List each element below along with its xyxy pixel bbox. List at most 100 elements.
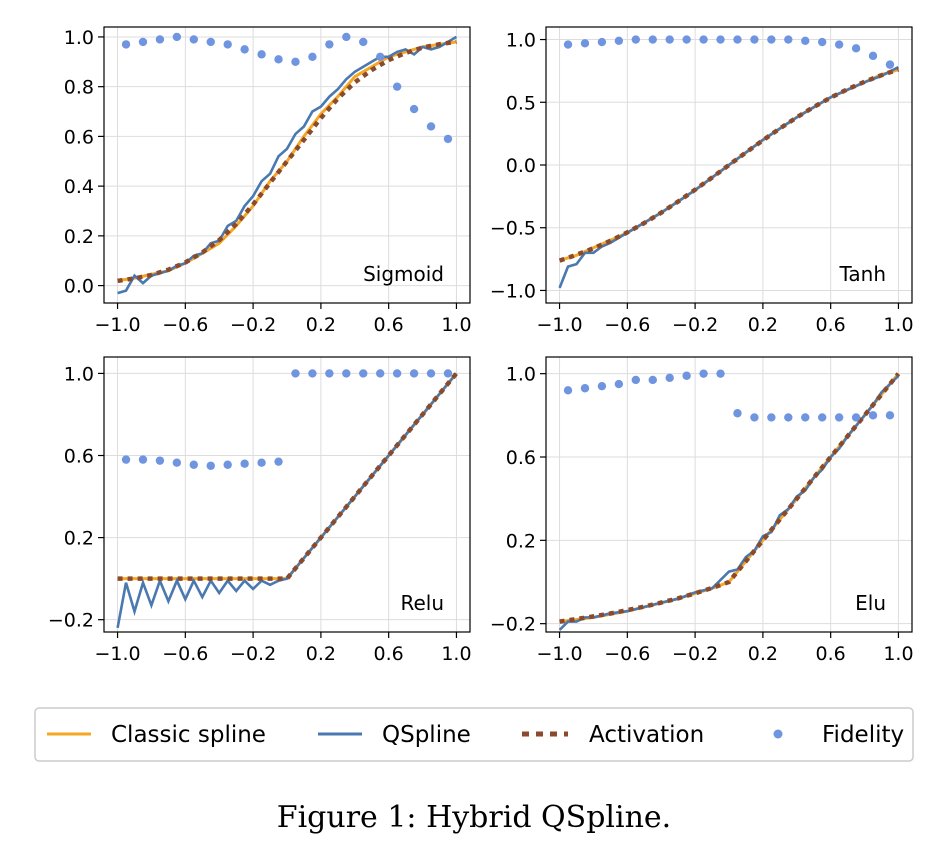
fidelity-point — [375, 369, 385, 378]
activation-line — [117, 371, 459, 581]
y-tick-label: 0.6 — [506, 447, 536, 469]
activation-line — [559, 372, 901, 624]
fidelity-point — [851, 44, 861, 53]
legend: Classic spline QSpline Activation Fidelity — [34, 707, 914, 762]
plot-area — [558, 35, 900, 289]
fidelity-point — [325, 40, 334, 49]
legend-label: Activation — [589, 722, 704, 748]
fidelity-point — [614, 36, 624, 45]
fidelity-point — [682, 371, 691, 380]
fidelity-point — [443, 369, 453, 378]
legend-label: Classic spline — [111, 722, 266, 748]
fidelity-point — [665, 373, 674, 383]
fidelity-point — [342, 32, 351, 42]
fidelity-point — [580, 384, 590, 393]
fidelity-point — [240, 45, 249, 54]
fidelity-point — [223, 460, 232, 469]
legend-label: QSpline — [382, 722, 471, 748]
y-tick-label: −0.5 — [490, 218, 536, 240]
fidelity-point — [359, 369, 368, 378]
y-tick-label: 0.8 — [64, 77, 94, 99]
fidelity-point — [257, 458, 266, 467]
x-tick-label: 0.6 — [374, 314, 404, 336]
x-tick-label: 0.2 — [748, 643, 778, 665]
fidelity-point — [784, 35, 793, 44]
x-tick-label: −0.2 — [672, 314, 718, 336]
fidelity-point — [750, 413, 759, 422]
y-tick-label: 1.0 — [506, 364, 536, 386]
fidelity-point — [189, 35, 199, 44]
fidelity-point — [392, 82, 402, 91]
fidelity-point — [784, 413, 793, 422]
axes-frame — [545, 356, 913, 633]
figure-caption: Figure 1: Hybrid QSpline. — [276, 800, 672, 835]
fidelity-point — [767, 413, 776, 422]
y-tick-label: 1.0 — [506, 30, 536, 52]
fidelity-point — [597, 37, 607, 47]
fidelity-point — [750, 35, 759, 44]
fidelity-point — [885, 60, 895, 69]
y-tick-label: −0.2 — [48, 610, 94, 632]
x-tick-label: −1.0 — [94, 643, 140, 665]
fidelity-point — [631, 375, 641, 385]
panel-label: Relu — [400, 591, 444, 615]
fidelity-point — [155, 456, 165, 465]
fidelity-point — [206, 461, 215, 470]
fidelity-point — [426, 122, 436, 131]
fidelity-point — [868, 51, 878, 61]
qspline-line — [116, 372, 458, 629]
x-tick-label: −0.2 — [230, 643, 276, 665]
fidelity-point — [631, 35, 641, 44]
classic-spline-line — [117, 372, 458, 581]
panel-label: Elu — [855, 591, 886, 615]
fidelity-point — [716, 369, 725, 378]
fidelity-point — [240, 459, 249, 468]
x-tick-label: −0.6 — [162, 314, 208, 336]
panel-label: Sigmoid — [363, 262, 444, 286]
fidelity-point — [801, 413, 810, 422]
x-tick-label: 1.0 — [883, 314, 913, 336]
legend-item-fidelity: Fidelity — [773, 722, 904, 748]
fidelity-point — [291, 369, 300, 378]
subplot-elu: −1.0 −0.6 −0.2 0.2 0.6 1.0 −0.2 0.2 0.6 1.0 Elu — [490, 356, 914, 665]
x-tick-label: −0.6 — [604, 314, 650, 336]
fidelity-point — [767, 35, 776, 44]
fidelity-point — [375, 52, 385, 62]
x-tick-label: −0.2 — [230, 314, 276, 336]
y-tick-label: 0.5 — [506, 92, 536, 114]
fidelity-point — [665, 35, 674, 44]
y-tick-label: 0.6 — [64, 126, 94, 148]
fidelity-point — [443, 134, 453, 144]
plot-area — [116, 369, 459, 629]
legend-item-qspline: QSpline — [318, 722, 471, 748]
fidelity-point — [274, 55, 283, 64]
y-tick-label: −0.2 — [490, 614, 536, 636]
x-tick-label: −0.2 — [672, 643, 718, 665]
qspline-line — [558, 374, 900, 631]
fidelity-point — [716, 35, 725, 44]
y-tick-label: 0.4 — [64, 176, 94, 198]
fidelity-point — [172, 32, 182, 42]
y-tick-label: 0.2 — [64, 528, 94, 550]
x-tick-label: 1.0 — [441, 643, 471, 665]
y-tick-label: 1.0 — [64, 363, 94, 385]
fidelity-point — [834, 413, 844, 422]
subplot-grid: −1.0 −0.6 −0.2 0.2 0.6 1.0 0.0 0.2 0.4 0.6 0.8 1.0 S… — [48, 26, 914, 665]
y-tick-label: 0.0 — [64, 276, 94, 298]
plot-area — [558, 369, 901, 631]
y-tick-label: 0.6 — [64, 446, 94, 468]
fidelity-point — [682, 35, 691, 44]
legend-swatch — [773, 729, 783, 739]
legend-label: Fidelity — [822, 722, 904, 748]
qspline-line — [558, 65, 900, 289]
fidelity-point — [359, 37, 368, 47]
x-tick-label: 0.6 — [374, 643, 404, 665]
x-tick-label: 1.0 — [883, 643, 913, 665]
fidelity-point — [563, 40, 573, 49]
fidelity-point — [342, 369, 351, 378]
fidelity-point — [699, 35, 708, 44]
fidelity-point — [801, 36, 810, 45]
fidelity-point — [291, 57, 300, 67]
panel-label: Tanh — [838, 262, 886, 286]
y-tick-label: 0.0 — [506, 155, 536, 177]
